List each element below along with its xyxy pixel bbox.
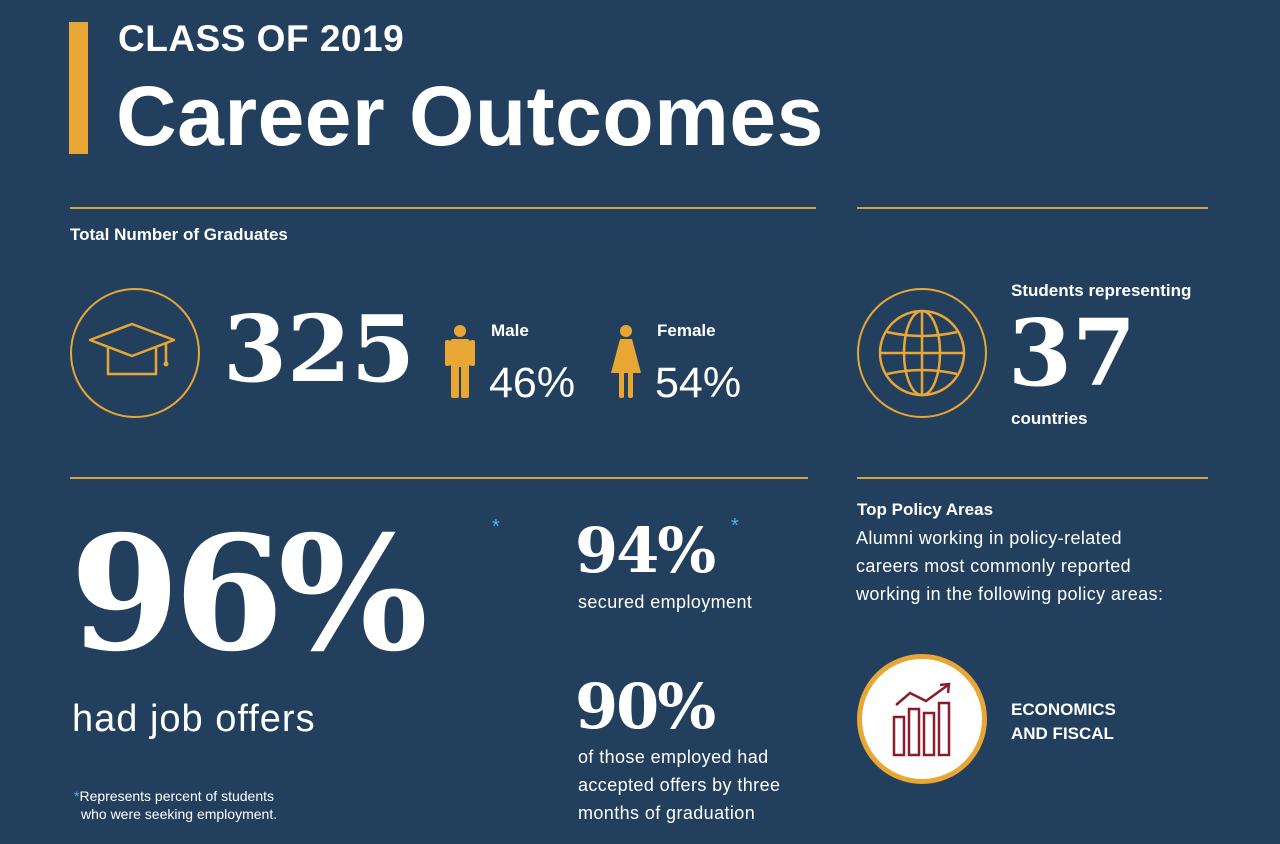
graduation-cap-icon (70, 288, 200, 418)
divider-top-left (70, 207, 816, 209)
employment-asterisk: * (731, 515, 739, 537)
footnote-line-2: who were seeking employment. (81, 806, 278, 822)
policy-heading: Top Policy Areas (857, 500, 994, 519)
globe-icon (857, 288, 987, 418)
male-icon (445, 325, 475, 399)
employment-value: 94% (575, 514, 716, 587)
policy-line-3: working in the following policy areas: (856, 584, 1164, 604)
divider-middle-left (70, 477, 808, 479)
class-year-heading: CLASS OF 2019 (118, 18, 405, 59)
job-offers-asterisk: * (492, 516, 500, 538)
female-label: Female (657, 321, 716, 340)
countries-number: 37 (1008, 299, 1137, 407)
divider-middle-right (857, 477, 1208, 479)
policy-line-1: Alumni working in policy-related (856, 528, 1122, 548)
job-offers-value: 96% (70, 502, 428, 687)
countries-label-top: Students representing (1011, 281, 1192, 300)
graduates-label: Total Number of Graduates (70, 225, 288, 244)
footnote-line-1: Represents percent of students (79, 788, 275, 804)
policy-area-label: ECONOMICS AND FISCAL (1011, 698, 1116, 746)
female-icon (610, 325, 642, 399)
male-percent: 46% (489, 359, 576, 407)
accepted-caption-line-2: accepted offers by three (578, 775, 781, 795)
job-offers-caption: had job offers (72, 698, 316, 740)
page-title: Career Outcomes (116, 69, 824, 163)
female-percent: 54% (655, 359, 742, 407)
male-label: Male (491, 321, 529, 340)
footnote-asterisk: * (74, 788, 80, 804)
policy-line-2: careers most commonly reported (856, 556, 1132, 576)
footnote: *Represents percent of students who were… (74, 787, 277, 823)
employment-caption: secured employment (578, 592, 753, 612)
policy-description: Alumni working in policy-related careers… (856, 524, 1163, 608)
accepted-caption-line-3: months of graduation (578, 803, 756, 823)
policy-area-line-2: AND FISCAL (1011, 724, 1114, 743)
accent-bar (69, 22, 88, 154)
accepted-caption: of those employed had accepted offers by… (578, 743, 780, 827)
bar-chart-growth-icon (857, 654, 987, 784)
graduates-total: 325 (223, 295, 416, 403)
accepted-caption-line-1: of those employed had (578, 747, 769, 767)
policy-area-line-1: ECONOMICS (1011, 700, 1116, 719)
divider-top-right (857, 207, 1208, 209)
countries-label-bottom: countries (1011, 409, 1088, 428)
accepted-value: 90% (575, 670, 716, 743)
